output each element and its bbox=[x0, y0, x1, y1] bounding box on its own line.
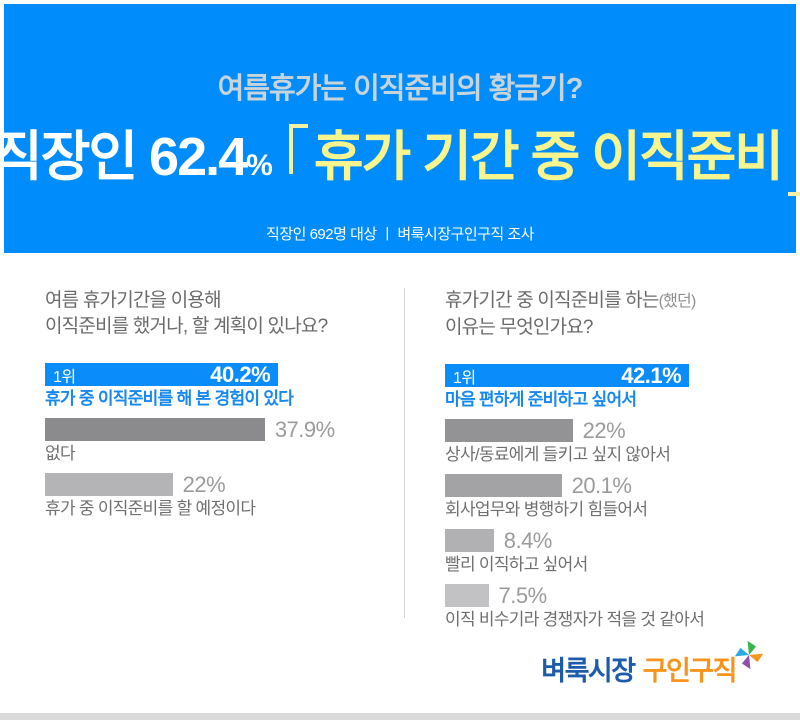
bar-label: 휴가 중 이직준비를 할 예정이다 bbox=[45, 499, 256, 518]
bar-line: 37.9% bbox=[45, 416, 397, 442]
bar-row: 7.5% 이직 비수기라 경쟁자가 적을 것 같아서 bbox=[445, 582, 793, 630]
bar-value: 22% bbox=[182, 471, 226, 497]
bar-segment bbox=[445, 419, 573, 442]
bottom-border-strip bbox=[0, 713, 800, 720]
question-line2: 이직준비를 했거나, 할 계획이 있나요? bbox=[45, 316, 328, 337]
header-title-highlight: 휴가 기간 중 이직준비 bbox=[313, 127, 784, 187]
close-corner-bracket bbox=[788, 146, 800, 196]
bar-line: 20.1% bbox=[445, 472, 793, 498]
bar-value: 8.4% bbox=[503, 527, 553, 553]
header-banner: 여름휴가는 이직준비의 황금기? 직장인 62.4% 휴가 기간 중 이직준비 직… bbox=[0, 4, 800, 253]
bar-label: 마음 편하게 준비하고 싶어서 bbox=[445, 390, 637, 409]
bar-value: 7.5% bbox=[498, 582, 548, 608]
bar-row: 1위 42.1% 마음 편하게 준비하고 싶어서 bbox=[445, 362, 793, 410]
bar-value: 42.1% bbox=[621, 362, 682, 388]
chart-left-question: 여름 휴가기간을 이용해 이직준비를 했거나, 할 계획이 있나요? bbox=[45, 288, 397, 340]
survey-source-line: 직장인 692명 대상 ㅣ 벼룩시장구인구직 조사 bbox=[266, 226, 534, 243]
question-line1: 휴가기간 중 이직준비를 하는 bbox=[445, 290, 659, 311]
chart-right-bars: 1위 42.1% 마음 편하게 준비하고 싶어서 22% 상사/동료에게 들키고 싶지 … bbox=[445, 362, 793, 630]
bar-segment bbox=[45, 418, 265, 441]
bar-value: 37.9% bbox=[274, 416, 335, 442]
chart-left: 여름 휴가기간을 이용해 이직준비를 했거나, 할 계획이 있나요? 1위 40.… bbox=[45, 288, 397, 528]
question-suffix: (했던) bbox=[658, 293, 697, 310]
bar-label: 이직 비수기라 경쟁자가 적을 것 같아서 bbox=[445, 610, 705, 629]
bar-label: 휴가 중 이직준비를 해 본 경험이 있다 bbox=[45, 389, 294, 408]
header-title-percent-sign: % bbox=[246, 149, 273, 182]
bar-row: 20.1% 회사업무와 병행하기 힘들어서 bbox=[445, 472, 793, 520]
bar-label: 빨리 이직하고 싶어서 bbox=[445, 555, 588, 574]
bar-label: 없다 bbox=[45, 444, 76, 463]
bar-segment bbox=[445, 474, 562, 497]
question-line1: 여름 휴가기간을 이용해 bbox=[45, 290, 222, 311]
bar-segment bbox=[445, 529, 494, 552]
bar-value: 20.1% bbox=[571, 472, 632, 498]
question-line2: 이유는 무엇인가요? bbox=[445, 317, 593, 338]
bar-label: 회사업무와 병행하기 힘들어서 bbox=[445, 500, 648, 519]
bar-row: 22% 휴가 중 이직준비를 할 예정이다 bbox=[45, 471, 397, 519]
bar-segment: 1위 40.2% bbox=[45, 361, 279, 387]
chart-left-bars: 1위 40.2% 휴가 중 이직준비를 해 본 경험이 있다 37.9% 없다 22% 휴가… bbox=[45, 361, 397, 519]
bar-row: 8.4% 빨리 이직하고 싶어서 bbox=[445, 527, 793, 575]
bar-row: 22% 상사/동료에게 들키고 싶지 않아서 bbox=[445, 417, 793, 465]
bar-row: 37.9% 없다 bbox=[45, 416, 397, 464]
bar-line: 22% bbox=[45, 471, 397, 497]
header-title-main: 직장인 62.4 bbox=[0, 127, 248, 187]
bar-row: 1위 40.2% 휴가 중 이직준비를 해 본 경험이 있다 bbox=[45, 361, 397, 409]
bar-segment: 1위 42.1% bbox=[445, 362, 690, 388]
logo-text-primary: 벼룩시장 bbox=[541, 656, 636, 686]
open-corner-bracket bbox=[288, 123, 308, 174]
bar-segment bbox=[445, 584, 489, 607]
bar-label: 상사/동료에게 들키고 싶지 않아서 bbox=[445, 445, 671, 464]
brand-logo: 벼룩시장 구인구직 bbox=[541, 640, 770, 688]
bar-line: 8.4% bbox=[445, 527, 793, 553]
chart-right: 휴가기간 중 이직준비를 하는(했던) 이유는 무엇인가요? 1위 42.1% 마음… bbox=[445, 288, 793, 639]
bar-line: 22% bbox=[445, 417, 793, 443]
rank-badge: 1위 bbox=[53, 368, 76, 386]
bar-value: 40.2% bbox=[210, 361, 271, 387]
header-title: 직장인 62.4% 휴가 기간 중 이직준비 bbox=[0, 118, 800, 205]
bar-segment bbox=[45, 473, 173, 496]
bar-line: 1위 42.1% bbox=[445, 362, 793, 388]
logo-text-secondary: 구인구직 bbox=[642, 656, 738, 686]
bar-value: 22% bbox=[582, 417, 626, 443]
rank-badge: 1위 bbox=[453, 369, 476, 387]
pinwheel-icon bbox=[732, 638, 766, 672]
chart-right-question: 휴가기간 중 이직준비를 하는(했던) 이유는 무엇인가요? bbox=[445, 288, 793, 341]
column-divider bbox=[404, 288, 405, 618]
bar-line: 7.5% bbox=[445, 582, 793, 608]
bar-line: 1위 40.2% bbox=[45, 361, 397, 387]
header-subtitle: 여름휴가는 이직준비의 황금기? bbox=[217, 73, 584, 105]
